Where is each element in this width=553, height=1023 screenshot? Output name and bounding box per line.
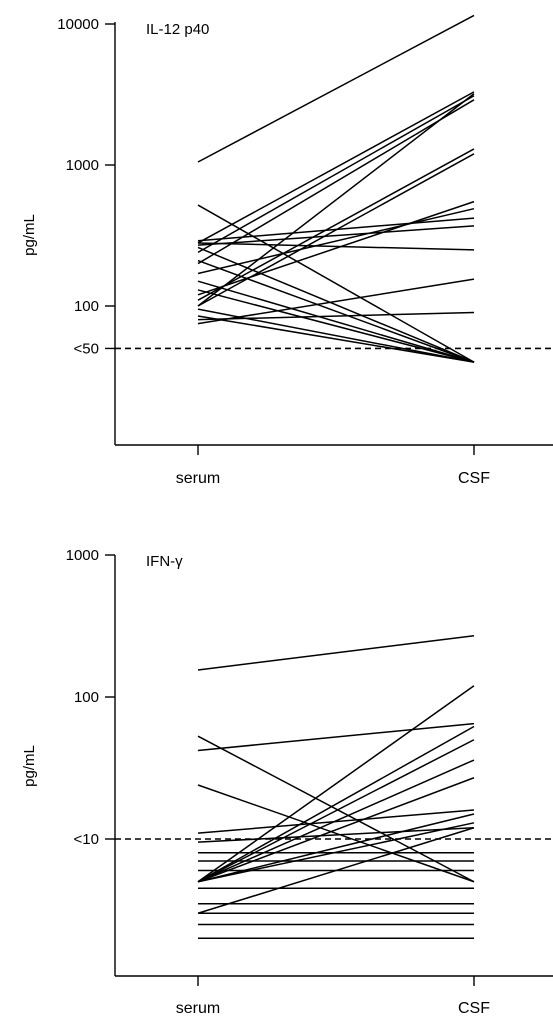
series-line-0: [197, 14, 475, 163]
series-line-14: [197, 204, 475, 363]
panel-ifn-gamma: serum CSF IFN-γ pg/mL 1000 100 <10: [21, 547, 553, 1017]
y-tick-label: 100: [74, 689, 99, 706]
y-ticks: 10000 1000 100 <50: [57, 16, 553, 357]
series-line-19: [197, 308, 475, 363]
series-line-12: [197, 278, 475, 325]
y-tick-label: 100: [74, 298, 99, 315]
series-line-2: [197, 735, 475, 883]
series-line-13: [197, 311, 475, 321]
series-line-3: [197, 784, 475, 883]
series-line-1: [197, 722, 475, 752]
series-line-11: [197, 242, 475, 251]
series-line-8: [197, 685, 475, 883]
y-ticks: 1000 100 <10: [66, 547, 553, 848]
series-line-10: [197, 225, 475, 246]
series-line-4: [197, 93, 475, 307]
x-tick-label-serum: serum: [176, 470, 220, 487]
series-line-13: [197, 813, 475, 883]
series-line-7: [197, 200, 475, 296]
series-line-11: [197, 759, 475, 883]
series-line-2: [197, 95, 475, 254]
y-tick-label: 10000: [57, 16, 99, 33]
series-line-16: [197, 259, 475, 363]
series-line-17: [197, 280, 475, 363]
series-line-0: [197, 635, 475, 671]
y-axis-title: pg/mL: [21, 214, 38, 256]
y-tick-label: 1000: [66, 157, 99, 174]
series-line-3: [197, 99, 475, 265]
series-line-9: [197, 217, 475, 242]
panel-il12-p40: serum CSF IL-12 p40 pg/mL 10000 1000 100 <5…: [21, 14, 553, 487]
series-line-20: [197, 315, 475, 363]
y-tick-label: 1000: [66, 547, 99, 564]
series-lines: [197, 14, 475, 363]
y-axis-title: pg/mL: [21, 745, 38, 787]
panel-title: IL-12 p40: [146, 21, 209, 38]
series-line-14: [197, 822, 475, 883]
series-line-12: [197, 777, 475, 883]
y-tick-label: <50: [74, 340, 99, 357]
x-tick-label-csf: CSF: [458, 470, 490, 487]
panel-title: IFN-γ: [146, 553, 183, 570]
series-line-9: [197, 725, 475, 883]
x-tick-label-csf: CSF: [458, 1000, 490, 1017]
y-tick-label: <10: [74, 831, 99, 848]
series-line-1: [197, 91, 475, 244]
series-line-5: [197, 148, 475, 301]
series-lines: [197, 635, 475, 940]
series-line-5: [197, 827, 475, 843]
series-line-15: [197, 246, 475, 363]
series-line-10: [197, 739, 475, 883]
series-line-21: [197, 827, 475, 914]
series-line-18: [197, 289, 475, 363]
series-line-8: [197, 207, 475, 275]
x-tick-label-serum: serum: [176, 1000, 220, 1017]
